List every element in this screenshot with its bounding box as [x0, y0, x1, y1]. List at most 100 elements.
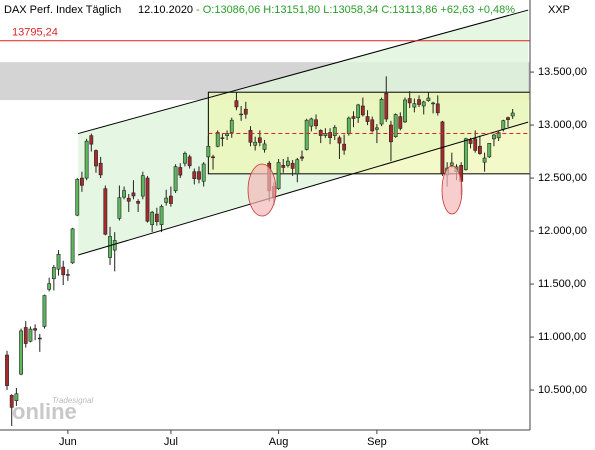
x-tick-label: Aug	[269, 436, 289, 448]
candle-body	[379, 99, 384, 125]
y-tick-label: 11.500,00	[538, 278, 586, 290]
candle-body	[164, 197, 169, 203]
candle-body	[65, 274, 70, 276]
candle-body	[42, 295, 47, 327]
candle-body	[449, 162, 454, 166]
candle-body	[468, 139, 473, 144]
highlight	[247, 163, 277, 217]
candle-body	[197, 171, 201, 180]
candle-body	[215, 132, 220, 147]
date: 12.10.2020	[138, 4, 193, 16]
candle-body	[351, 116, 356, 119]
candle-body	[496, 132, 501, 139]
candle-body	[131, 192, 136, 197]
candle-body	[370, 119, 375, 132]
candle-body	[314, 119, 318, 127]
candle-body	[407, 98, 412, 104]
candle-body	[51, 267, 56, 280]
candle-body	[201, 163, 206, 182]
candle-body	[108, 236, 112, 258]
candle-body	[56, 253, 61, 270]
candle-body	[168, 195, 173, 204]
candle-body	[365, 116, 370, 122]
candle-body	[98, 162, 103, 176]
candle-body	[80, 177, 84, 186]
candle-body	[262, 143, 267, 150]
candle-body	[192, 171, 197, 179]
channel-upper	[78, 9, 529, 135]
candle-body	[417, 99, 421, 105]
candle-body	[122, 190, 126, 198]
candle-body	[243, 108, 248, 115]
x-tick-label: Jun	[59, 436, 77, 448]
candle-body	[47, 283, 52, 290]
candle-body	[225, 133, 229, 136]
watermark: online	[12, 399, 77, 424]
candle-body	[5, 354, 9, 386]
candle-body	[403, 99, 407, 123]
lines: 13795,24	[0, 9, 530, 256]
candle-body	[23, 327, 28, 344]
candle-body	[290, 162, 295, 169]
candle-body	[126, 197, 131, 202]
candle-body	[229, 119, 234, 133]
candle-body	[360, 105, 365, 116]
level-label: 13795,24	[12, 27, 58, 39]
candle-body	[421, 101, 426, 107]
candle-body	[136, 201, 141, 204]
x-tick-label: Sep	[367, 436, 387, 448]
candle-body	[276, 162, 281, 189]
candle-body	[211, 156, 215, 158]
candle-body	[384, 92, 389, 120]
candle-body	[501, 120, 506, 130]
candle-body	[323, 133, 328, 136]
x-tick-label: Okt	[471, 436, 488, 448]
y-tick-label: 13.500,00	[538, 66, 587, 78]
chart-title: DAX Perf. Index Täglich	[4, 4, 121, 16]
candle-body	[37, 337, 42, 340]
candle-body	[304, 119, 309, 150]
candle-body	[431, 102, 435, 105]
y-tick-label: 13.000,00	[538, 119, 587, 131]
y-tick-label: 11.000,00	[538, 331, 586, 343]
candle-body	[173, 166, 178, 192]
candle-body	[309, 118, 314, 127]
candle-body	[183, 153, 187, 164]
x-tick-label: Jul	[164, 436, 178, 448]
candle-body	[112, 240, 117, 251]
candle-body	[75, 179, 80, 216]
candle-body	[178, 167, 183, 176]
candle-body	[61, 266, 66, 276]
candle-body	[140, 175, 145, 197]
candle-body	[473, 138, 478, 151]
candle-body	[154, 213, 159, 222]
watermark-sub: Tradesignal	[52, 396, 93, 405]
candle-body	[187, 156, 192, 167]
symbol: XXP	[548, 4, 570, 16]
candle-body	[482, 157, 487, 163]
candle-body	[103, 188, 108, 235]
y-tick-label: 12.500,00	[538, 172, 587, 184]
candle-body	[487, 142, 492, 158]
candle-body	[356, 104, 361, 118]
candle-body	[295, 159, 300, 175]
candle-body	[300, 156, 304, 159]
candle-body	[145, 177, 150, 222]
candle-body	[19, 330, 23, 375]
candle-body	[435, 103, 440, 114]
channel-lower	[78, 121, 529, 256]
candles	[5, 76, 515, 427]
candle-body	[84, 140, 89, 179]
overlays	[0, 10, 531, 256]
candle-body	[33, 328, 38, 331]
candle-body	[318, 130, 323, 136]
candle-body	[398, 116, 403, 129]
candle-body	[478, 145, 482, 154]
candle-body	[506, 117, 510, 120]
candle-body	[257, 137, 262, 143]
candle-body	[70, 228, 75, 264]
candle-body	[337, 137, 342, 144]
candle-body	[89, 135, 94, 145]
quote: - O:13086,06 H:13151,80 L:13058,34 C:131…	[196, 4, 515, 16]
